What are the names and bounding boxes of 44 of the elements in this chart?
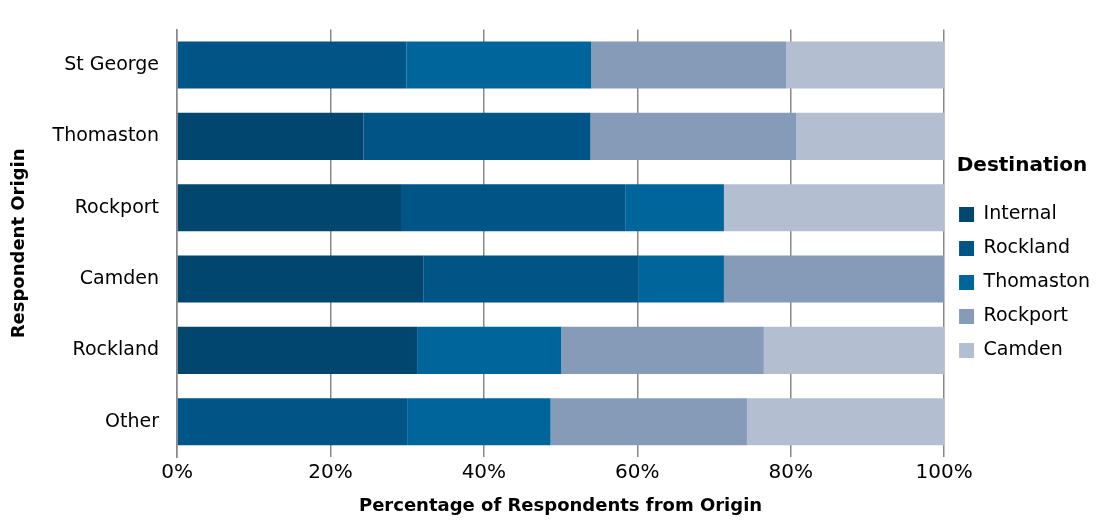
x-tick-label: 0%	[161, 458, 193, 483]
y-tick-label: Other	[105, 408, 160, 431]
bar	[590, 112, 797, 160]
bar	[177, 41, 407, 89]
y-axis-title: Respondent Origin	[7, 148, 29, 339]
bar	[796, 112, 945, 160]
bar	[723, 255, 945, 303]
y-tick-label: Thomaston	[51, 123, 160, 146]
bar	[638, 255, 724, 303]
bar	[625, 184, 724, 232]
y-tick-label: Rockport	[74, 194, 160, 217]
x-tick-label: 80%	[768, 458, 813, 483]
bar	[177, 184, 402, 232]
legend-label: Thomaston	[982, 269, 1091, 292]
bar	[423, 255, 639, 303]
bar	[406, 41, 592, 89]
bar	[561, 326, 764, 374]
bar	[723, 184, 945, 232]
bar	[177, 326, 418, 374]
bar	[401, 184, 626, 232]
bar	[591, 41, 787, 89]
bar	[363, 112, 591, 160]
legend-label: Internal	[983, 201, 1057, 224]
bar	[177, 255, 424, 303]
x-tick-label: 100%	[915, 458, 973, 483]
legend-label: Camden	[983, 337, 1063, 360]
bar	[417, 326, 562, 374]
x-tick-label: 40%	[461, 458, 507, 483]
y-tick-label: Camden	[79, 266, 160, 288]
y-tick-label: St George	[64, 52, 160, 74]
legend-label: Rockland	[983, 235, 1071, 258]
bar	[746, 398, 945, 446]
y-tick-label: Rockland	[72, 337, 160, 360]
bar	[177, 112, 364, 160]
bar	[177, 398, 408, 446]
bar	[407, 398, 551, 446]
x-tick-label: 20%	[308, 458, 353, 483]
legend-label: Rockport	[983, 303, 1068, 326]
bar	[786, 41, 945, 89]
x-tick-label: 60%	[615, 458, 660, 483]
legend-title: Destination	[956, 152, 1088, 177]
bar	[550, 398, 747, 446]
x-axis-title: Percentage of Respondents from Origin	[358, 493, 763, 515]
bar	[763, 326, 945, 374]
